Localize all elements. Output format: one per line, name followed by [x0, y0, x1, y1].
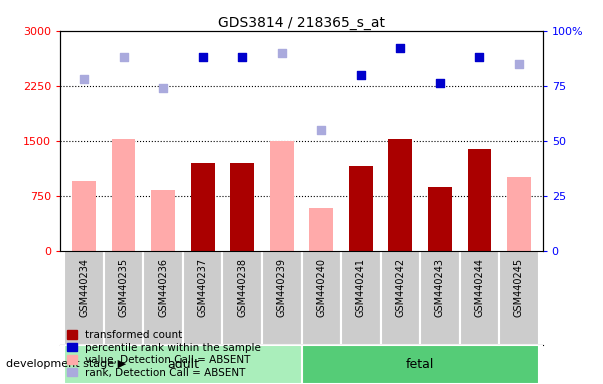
Point	[119, 54, 128, 60]
FancyBboxPatch shape	[65, 345, 302, 384]
FancyBboxPatch shape	[459, 250, 499, 345]
Text: fetal: fetal	[406, 358, 434, 371]
FancyBboxPatch shape	[183, 250, 223, 345]
FancyBboxPatch shape	[380, 250, 420, 345]
Bar	[388, 139, 412, 250]
FancyBboxPatch shape	[104, 250, 144, 345]
Text: GSM440242: GSM440242	[396, 258, 405, 317]
Text: GSM440243: GSM440243	[435, 258, 445, 317]
Text: GSM440235: GSM440235	[119, 258, 128, 317]
Point	[238, 54, 247, 60]
Bar	[151, 190, 175, 250]
Title: GDS3814 / 218365_s_at: GDS3814 / 218365_s_at	[218, 16, 385, 30]
FancyBboxPatch shape	[499, 250, 538, 345]
Text: adult: adult	[167, 358, 199, 371]
Text: GSM440240: GSM440240	[316, 258, 326, 317]
Text: GSM440245: GSM440245	[514, 258, 524, 317]
Bar	[349, 166, 373, 250]
Point	[198, 54, 207, 60]
Bar	[270, 141, 294, 250]
Legend: transformed count, percentile rank within the sample, value, Detection Call = AB: transformed count, percentile rank withi…	[66, 329, 262, 379]
Point	[79, 76, 89, 82]
FancyBboxPatch shape	[341, 250, 380, 345]
Text: GSM440237: GSM440237	[198, 258, 207, 317]
FancyBboxPatch shape	[223, 250, 262, 345]
FancyBboxPatch shape	[262, 250, 302, 345]
Bar	[72, 181, 96, 250]
Text: GSM440234: GSM440234	[79, 258, 89, 317]
Text: GSM440238: GSM440238	[237, 258, 247, 317]
Point	[475, 54, 484, 60]
FancyBboxPatch shape	[65, 250, 104, 345]
Text: GSM440239: GSM440239	[277, 258, 287, 317]
Bar	[112, 139, 136, 250]
Bar	[191, 162, 215, 250]
FancyBboxPatch shape	[302, 250, 341, 345]
Point	[277, 50, 286, 56]
Text: GSM440244: GSM440244	[475, 258, 484, 317]
Point	[435, 80, 445, 86]
Text: development stage ▶: development stage ▶	[6, 359, 126, 369]
Point	[158, 85, 168, 91]
Point	[514, 61, 524, 67]
Bar	[507, 177, 531, 250]
Bar	[467, 149, 491, 250]
FancyBboxPatch shape	[302, 345, 538, 384]
Point	[317, 127, 326, 133]
Bar	[428, 187, 452, 250]
FancyBboxPatch shape	[420, 250, 459, 345]
Bar	[230, 162, 254, 250]
Text: GSM440241: GSM440241	[356, 258, 366, 317]
FancyBboxPatch shape	[144, 250, 183, 345]
Bar	[309, 208, 333, 250]
Text: GSM440236: GSM440236	[158, 258, 168, 317]
Point	[396, 45, 405, 51]
Point	[356, 71, 365, 78]
